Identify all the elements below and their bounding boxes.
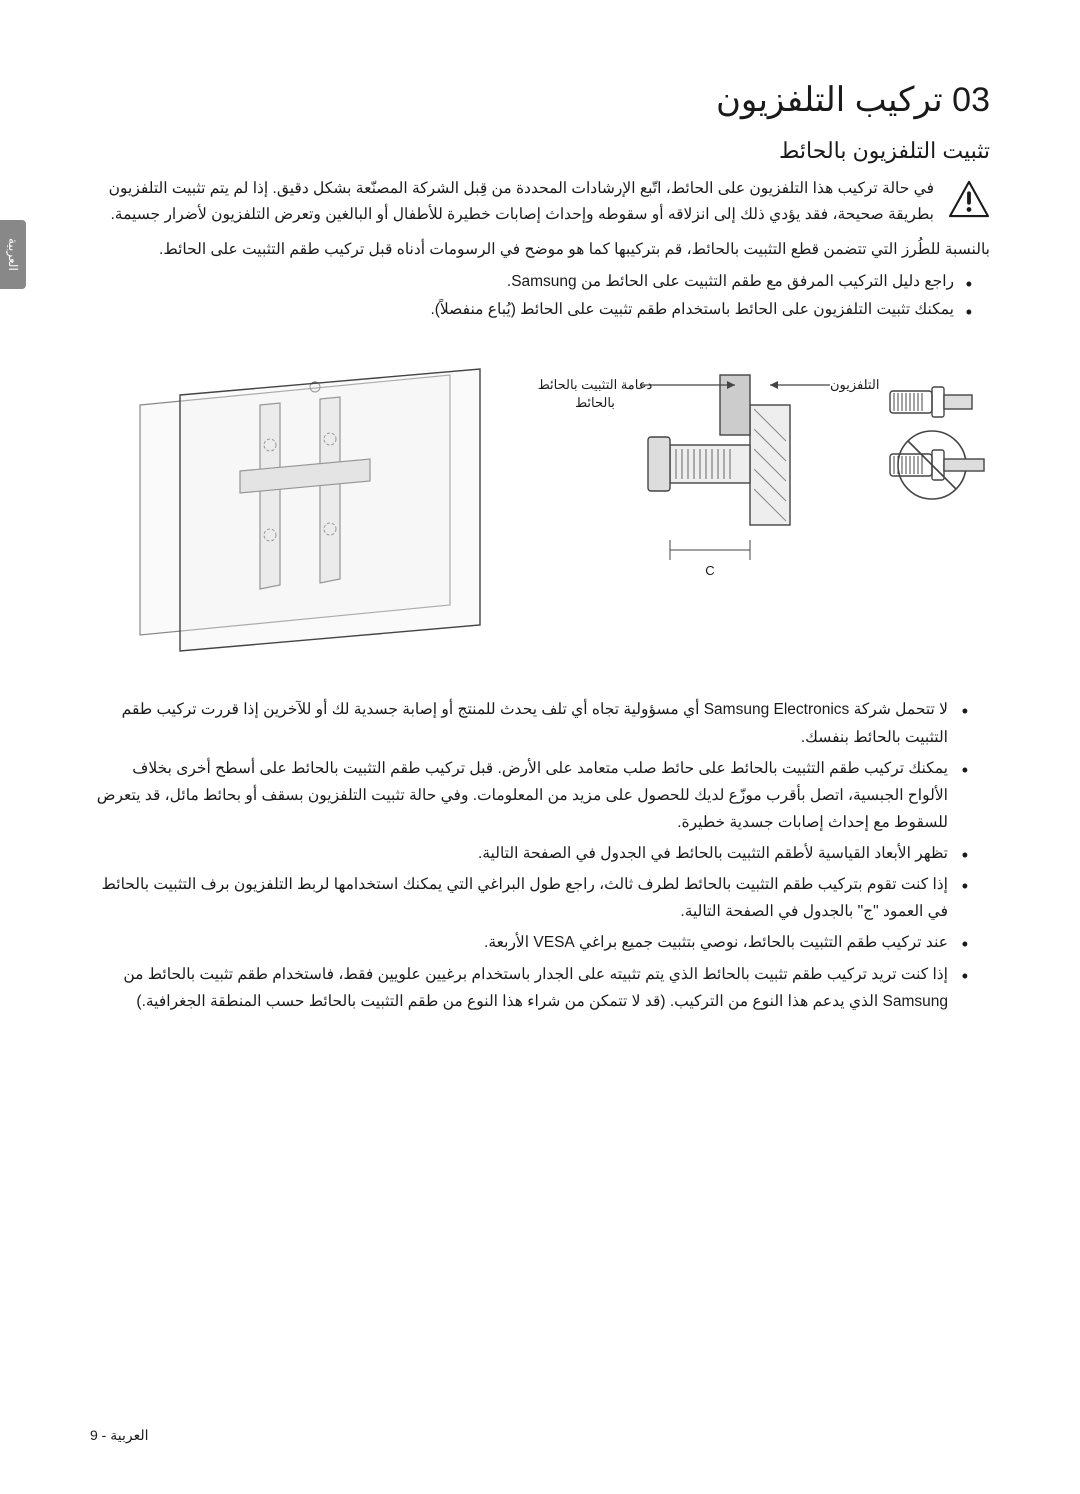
warning-block: في حالة تركيب هذا التلفزيون على الحائط، … [90,176,990,227]
chapter-title: 03 تركيب التلفزيون [90,80,990,120]
page-footer: العربية - 9 [90,1427,149,1444]
section-title: تثبيت التلفزيون بالحائط [90,138,990,164]
list-item: لا تتحمل شركة Samsung Electronics أي مسؤ… [90,696,968,750]
list-item: إذا كنت تريد تركيب طقم تثبيت بالحائط الذ… [90,961,968,1015]
mounting-diagram: دعامة التثبيت بالحائط بالحائط التلفزيون … [90,355,990,655]
svg-text:بالحائط: بالحائط [575,395,615,410]
chapter-number: 03 [952,81,990,119]
top-bullet-list: راجع دليل التركيب المرفق مع طقم التثبيت … [90,269,990,324]
label-tv: التلفزيون [830,377,879,393]
label-c: C [705,563,714,578]
lower-bullet-list: لا تتحمل شركة Samsung Electronics أي مسؤ… [90,696,990,1014]
label-bracket: دعامة التثبيت بالحائط [538,377,653,392]
list-item: عند تركيب طقم التثبيت بالحائط، نوصي بتثب… [90,929,968,956]
warning-icon [948,180,990,218]
list-item: يمكنك تركيب طقم التثبيت بالحائط على حائط… [90,755,968,836]
list-item: يمكنك تثبيت التلفزيون على الحائط باستخدا… [90,297,972,323]
side-tab: العربية [0,220,26,289]
warning-text: في حالة تركيب هذا التلفزيون على الحائط، … [90,176,934,227]
list-item: راجع دليل التركيب المرفق مع طقم التثبيت … [90,269,972,295]
list-item: تظهر الأبعاد القياسية لأطقم التثبيت بالح… [90,840,968,867]
intro-paragraph: بالنسبة للطُرز التي تتضمن قطع التثبيت با… [90,237,990,263]
list-item: إذا كنت تقوم بتركيب طقم التثبيت بالحائط … [90,871,968,925]
chapter-name: تركيب التلفزيون [716,81,943,119]
